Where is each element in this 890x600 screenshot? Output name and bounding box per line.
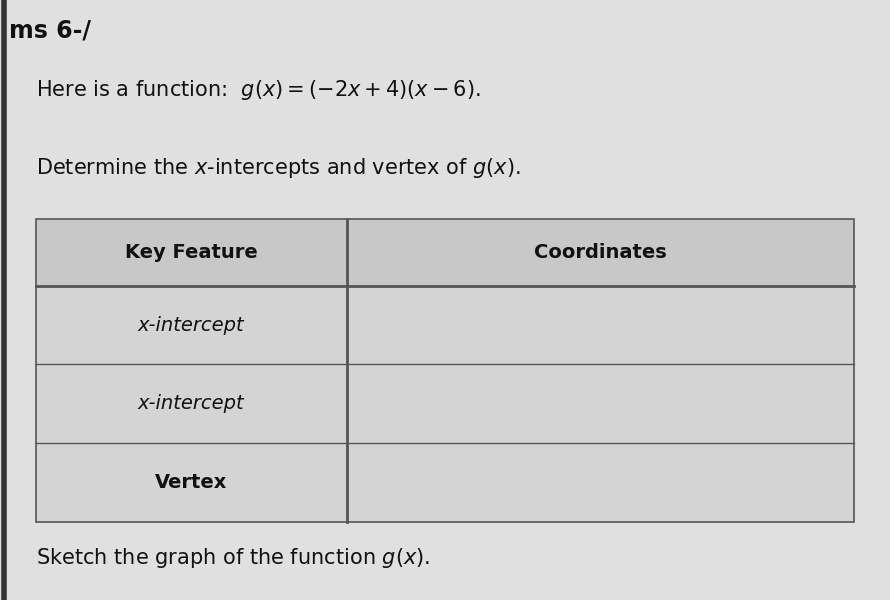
Bar [36,443,854,522]
Text: Key Feature: Key Feature [125,243,257,262]
Text: x-intercept: x-intercept [138,394,245,413]
Text: Determine the $x$-intercepts and vertex of $g(x)$.: Determine the $x$-intercepts and vertex … [36,156,521,180]
Bar [36,364,854,443]
Text: ms 6-/: ms 6-/ [9,18,91,42]
Text: Sketch the graph of the function $g(x)$.: Sketch the graph of the function $g(x)$. [36,546,430,570]
Bar [36,219,854,286]
Text: Coordinates: Coordinates [534,243,667,262]
Text: x-intercept: x-intercept [138,316,245,335]
Bar [36,219,854,522]
Text: Here is a function:  $g(x) = (-2x+4)(x-6)$.: Here is a function: $g(x) = (-2x+4)(x-6)… [36,78,481,102]
Text: Vertex: Vertex [155,473,227,492]
Bar [36,286,854,364]
